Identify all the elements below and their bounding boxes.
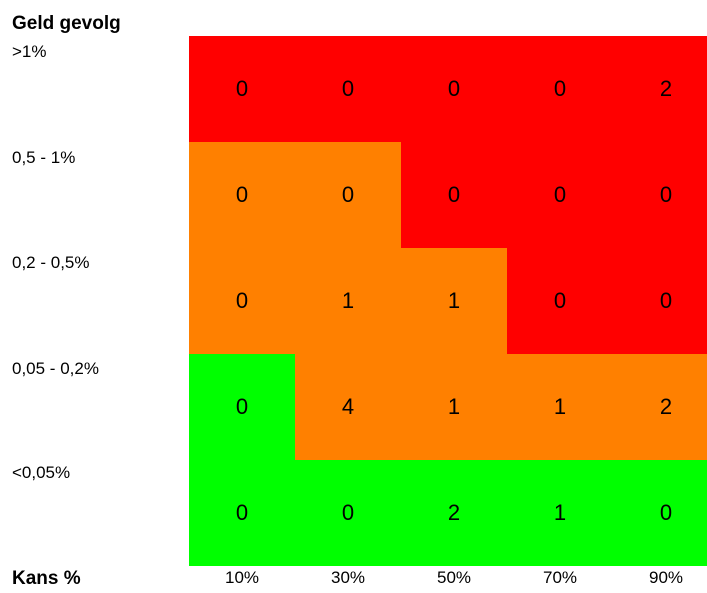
x-axis-title: Kans % — [12, 568, 81, 589]
cell-value-label: 0 — [341, 76, 355, 101]
row-label: >1% — [12, 42, 47, 61]
cell-value-label: 1 — [553, 500, 567, 525]
cell-value-label: 1 — [447, 288, 461, 313]
matrix-cell: 2 — [613, 354, 707, 460]
matrix-cell: 0 — [189, 36, 295, 142]
cell-value-label: 1 — [553, 394, 567, 419]
cell-value-label: 4 — [341, 394, 355, 419]
matrix-cell: 1 — [401, 248, 507, 354]
matrix-cell: 0 — [295, 460, 401, 566]
cell-value-label: 0 — [235, 182, 249, 207]
cell-value-label: 0 — [341, 500, 355, 525]
y-axis-title: Geld gevolg — [12, 13, 121, 34]
matrix-cell: 1 — [507, 460, 613, 566]
matrix-cell: 0 — [189, 354, 295, 460]
row-label: <0,05% — [12, 463, 71, 482]
cell-value-label: 0 — [553, 76, 567, 101]
cell-value-label: 0 — [447, 76, 461, 101]
matrix-cell: 0 — [401, 36, 507, 142]
matrix-cell: 0 — [189, 248, 295, 354]
column-label: 10% — [224, 568, 260, 587]
cell-value-label: 1 — [341, 288, 355, 313]
cell-value-label: 1 — [447, 394, 461, 419]
matrix-cell: 0 — [613, 460, 707, 566]
matrix-cell: 0 — [295, 36, 401, 142]
cell-value-label: 0 — [659, 288, 673, 313]
cell-value-label: 2 — [659, 394, 673, 419]
matrix-cell: 4 — [295, 354, 401, 460]
matrix-cell: 0 — [507, 36, 613, 142]
matrix-cell: 1 — [295, 248, 401, 354]
cell-value-label: 0 — [447, 182, 461, 207]
matrix-cell: 2 — [613, 36, 707, 142]
matrix-cell: 0 — [189, 460, 295, 566]
cell-value-label: 2 — [659, 76, 673, 101]
cell-value-label: 0 — [659, 182, 673, 207]
matrix-cell: 1 — [507, 354, 613, 460]
row-label: 0,5 - 1% — [12, 148, 76, 167]
cell-value-label: 2 — [447, 500, 461, 525]
matrix-cell: 0 — [507, 142, 613, 248]
cell-value-label: 0 — [659, 500, 673, 525]
matrix-cell: 1 — [401, 354, 507, 460]
cell-value-label: 0 — [341, 182, 355, 207]
column-label: 90% — [648, 568, 684, 587]
matrix-cell: 0 — [613, 248, 707, 354]
row-label: 0,05 - 0,2% — [12, 359, 99, 378]
matrix-cell: 0 — [189, 142, 295, 248]
cell-value-label: 0 — [553, 288, 567, 313]
cell-value-label: 0 — [235, 288, 249, 313]
row-label: 0,2 - 0,5% — [12, 253, 90, 272]
cell-value-label: 0 — [235, 76, 249, 101]
matrix-cell: 0 — [295, 142, 401, 248]
matrix-cell: 0 — [401, 142, 507, 248]
column-label: 30% — [330, 568, 366, 587]
matrix-cell: 0 — [613, 142, 707, 248]
cell-value-label: 0 — [235, 500, 249, 525]
column-label: 50% — [436, 568, 472, 587]
cell-value-label: 0 — [553, 182, 567, 207]
column-label: 70% — [542, 568, 578, 587]
cell-value-label: 0 — [235, 394, 249, 419]
matrix-cell: 2 — [401, 460, 507, 566]
matrix-cell: 0 — [507, 248, 613, 354]
